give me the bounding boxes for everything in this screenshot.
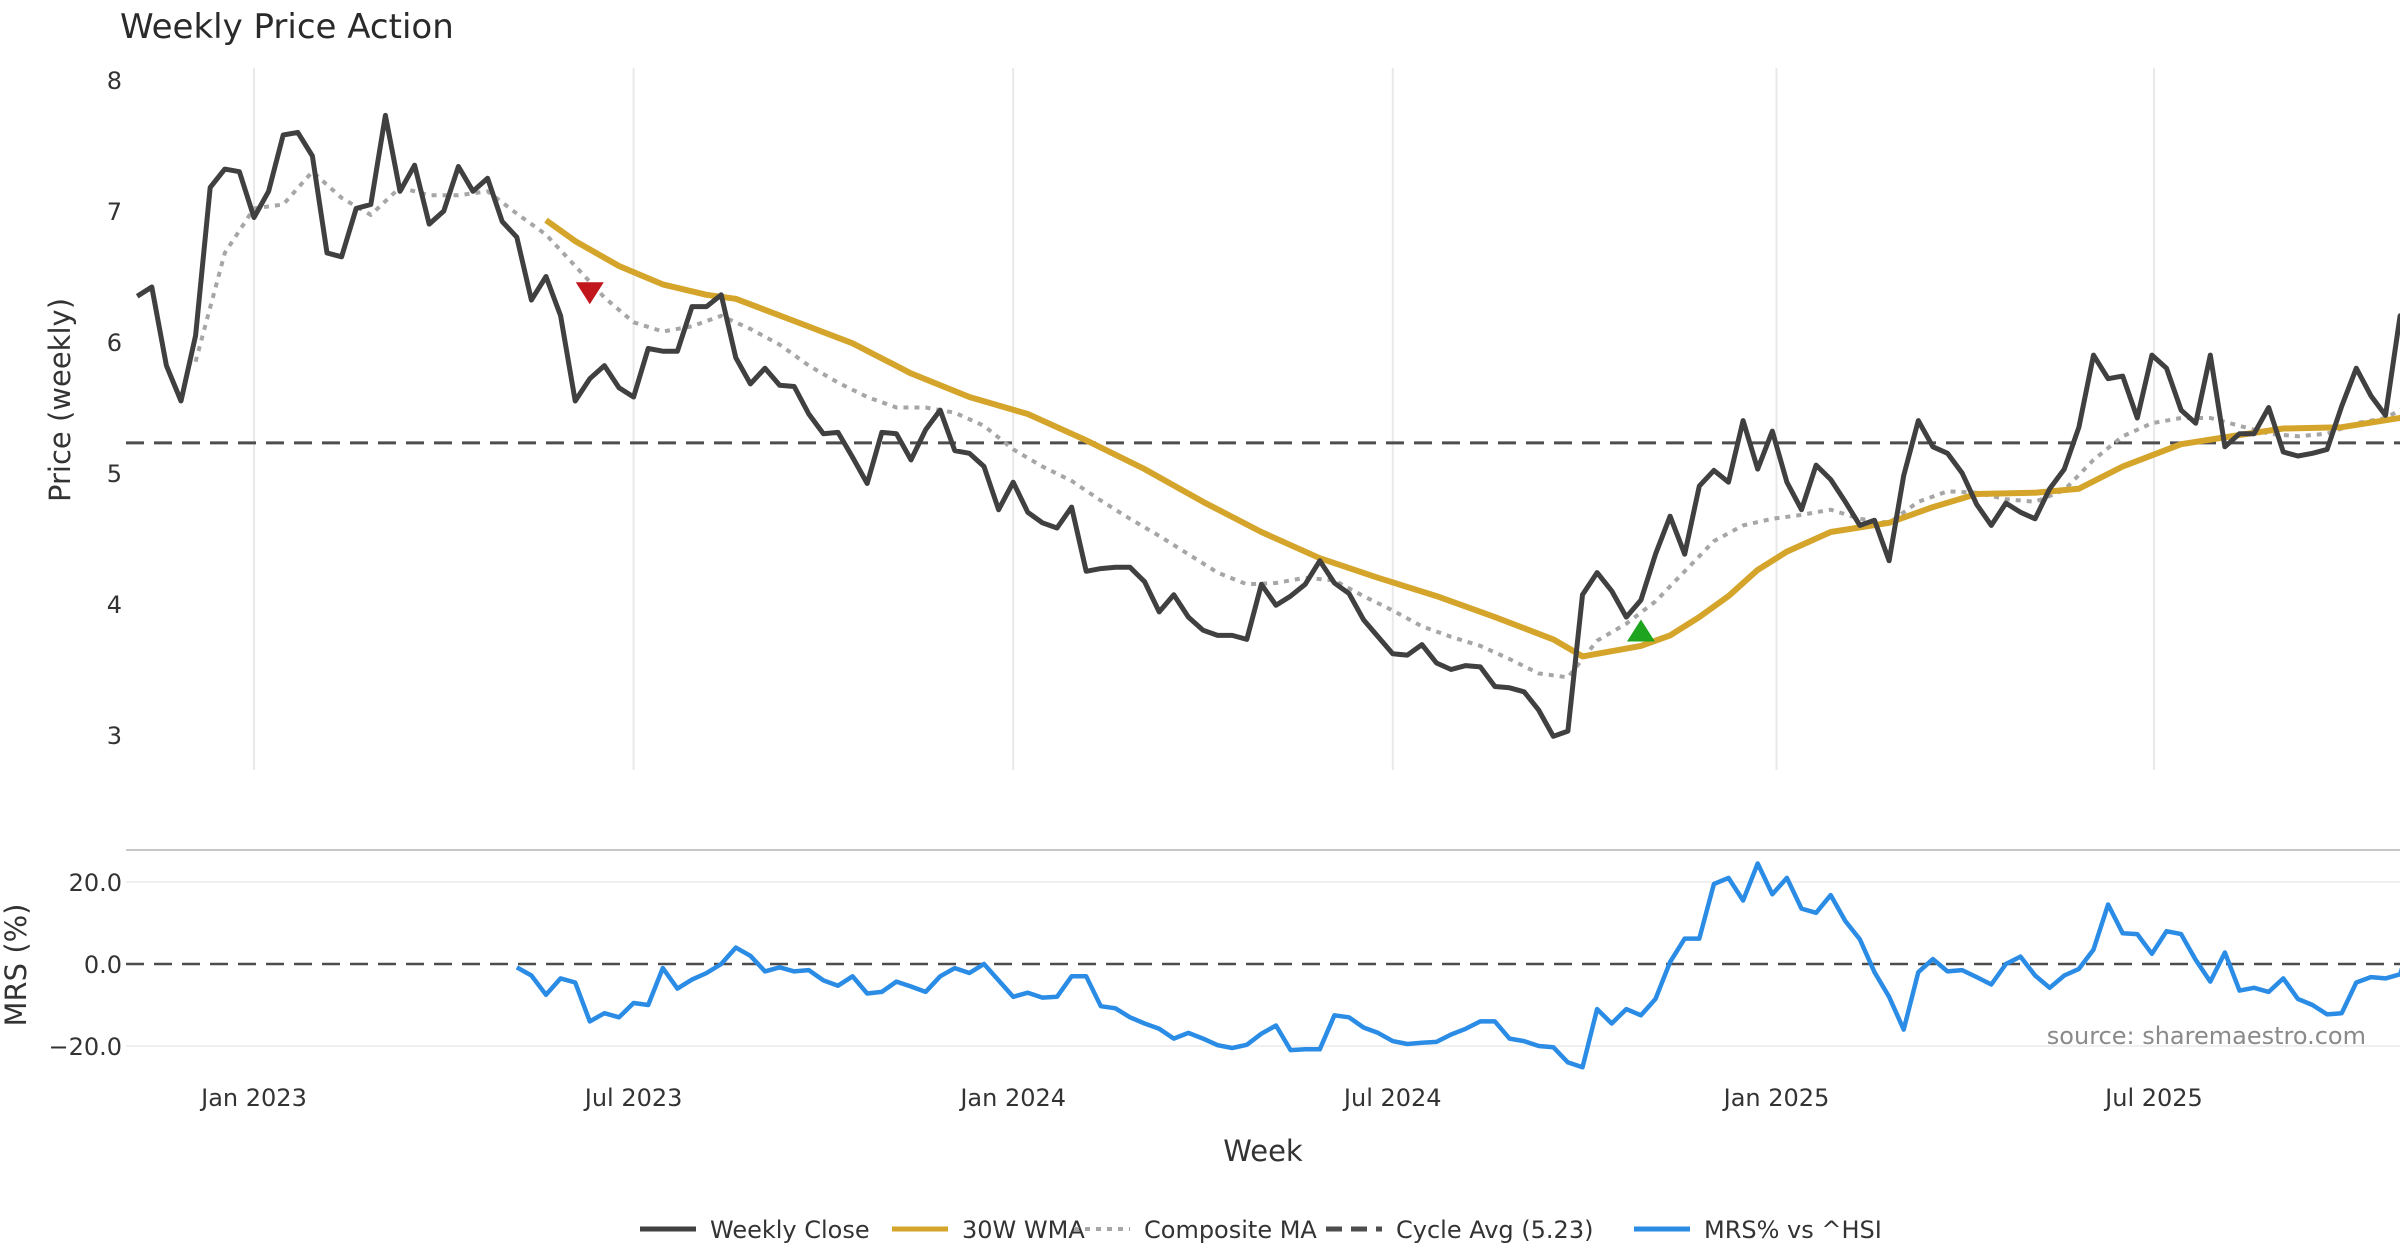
x-tick-label: Jan 2023 — [199, 1084, 307, 1112]
x-tick-label: Jul 2025 — [2103, 1084, 2203, 1112]
sell-signal-marker — [575, 282, 604, 305]
price-y-tick-label: 7 — [107, 198, 122, 226]
x-tick-label: Jan 2024 — [958, 1084, 1066, 1112]
buy-signal-marker — [1626, 619, 1655, 642]
legend: Weekly Close 30W WMA Composite MA Cycle Avg… — [640, 1216, 1882, 1244]
legend-label: MRS% vs ^HSI — [1704, 1216, 1882, 1244]
weekly-close-line — [135, 112, 2400, 739]
price-y-tick-label: 3 — [107, 722, 122, 750]
x-tick-label: Jan 2025 — [1722, 1084, 1830, 1112]
composite-ma-line — [193, 168, 2400, 680]
price-y-tick-label: 6 — [107, 329, 122, 357]
legend-label: Weekly Close — [710, 1216, 870, 1244]
chart-title: Weekly Price Action — [120, 7, 454, 47]
axis-ticks: 3 4 5 6 7 8 20.0 0.0 −20.0 Jan 2023 Jul 2023 Jan 20… — [48, 67, 2202, 1112]
x-axis-title: Week — [1223, 1134, 1303, 1168]
mrs-line — [515, 861, 2400, 1070]
legend-label: Cycle Avg (5.23) — [1396, 1216, 1593, 1244]
source-note: source: sharemaestro.com — [2047, 1022, 2366, 1050]
price-y-tick-label: 8 — [107, 67, 122, 95]
mrs-y-tick-label: 0.0 — [84, 951, 122, 979]
legend-label: 30W WMA — [962, 1216, 1085, 1244]
legend-label: Composite MA — [1144, 1216, 1317, 1244]
grid-lines — [126, 68, 2400, 1047]
x-tick-label: Jul 2024 — [1342, 1084, 1442, 1112]
mrs-axis-title: MRS (%) — [0, 904, 33, 1027]
price-y-tick-label: 5 — [107, 460, 122, 488]
x-tick-label: Jul 2023 — [583, 1084, 683, 1112]
mrs-y-tick-label: 20.0 — [69, 869, 122, 897]
price-y-tick-label: 4 — [107, 591, 122, 619]
mrs-y-tick-label: −20.0 — [48, 1033, 122, 1061]
wma-30w-line — [544, 217, 2400, 660]
price-axis-title: Price (weekly) — [43, 298, 77, 502]
